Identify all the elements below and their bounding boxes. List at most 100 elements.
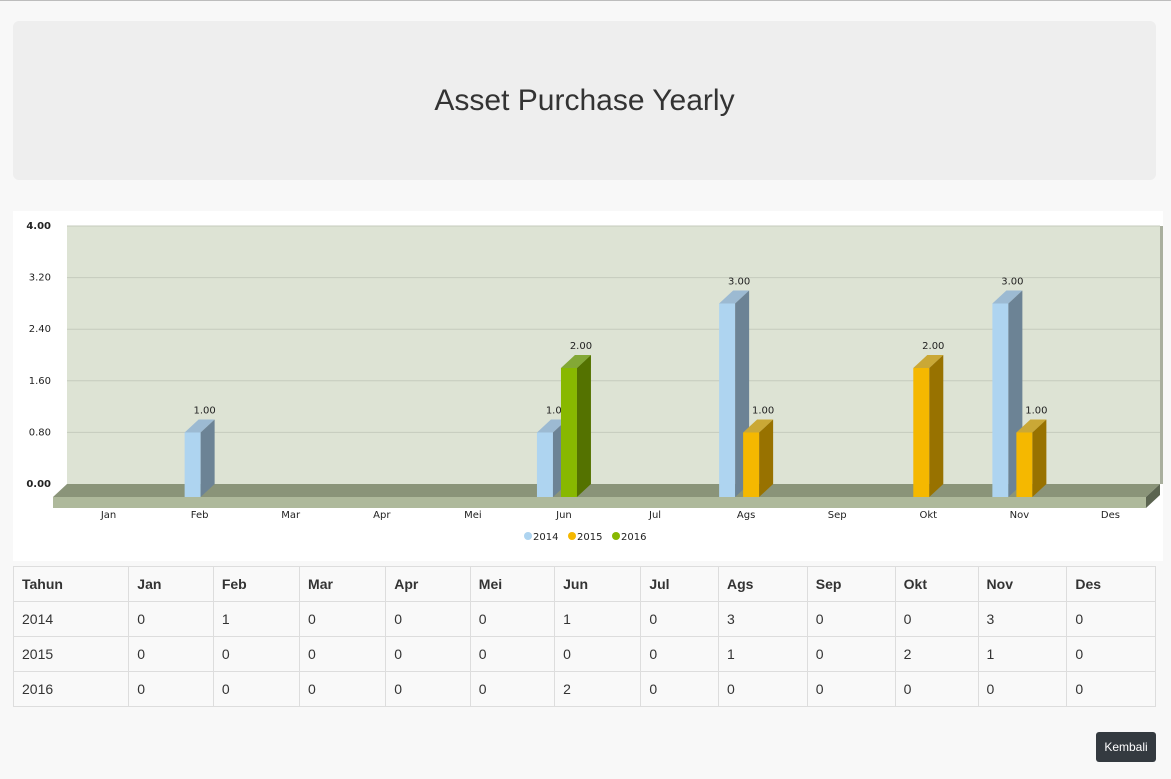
table-header-nov: Nov (977, 566, 1068, 602)
table-cell: 0 (1066, 601, 1156, 637)
bar-2014-feb (184, 432, 201, 497)
table-cell: 0 (469, 671, 556, 707)
bar-side-face (200, 419, 215, 497)
bar-2014-jun (536, 432, 553, 497)
table-cell: 0 (385, 671, 471, 707)
table-cell: 0 (640, 601, 719, 637)
table-cell: 0 (554, 636, 642, 672)
table-row: 2015 0 0 0 0 0 0 0 1 0 2 1 0 (12, 636, 1156, 672)
table-header-row: Tahun Jan Feb Mar Apr Mei Jun Jul Ags Sep Okt Nov De… (12, 566, 1156, 602)
table-cell: 3 (977, 601, 1068, 637)
table-header-jun: Jun (554, 566, 642, 602)
table-header-ags: Ags (717, 566, 808, 602)
data-label: 2.00 (922, 341, 944, 352)
bar-top-face (913, 355, 944, 368)
plot-floor-front (53, 497, 1146, 508)
table-header-mar: Mar (299, 566, 387, 602)
bar-top-face (1016, 419, 1047, 433)
table-header-jul: Jul (640, 566, 719, 602)
table-cell: 0 (717, 671, 808, 707)
table-cell: 2 (894, 636, 979, 672)
y-tick-label: 0.80 (29, 427, 51, 438)
table-cell: 0 (806, 671, 896, 707)
x-tick-label: Mar (281, 510, 301, 521)
table-header-okt: Okt (894, 566, 979, 602)
table-cell: 0 (299, 601, 387, 637)
data-label: 1.00 (546, 406, 568, 417)
table-cell: 0 (894, 601, 979, 637)
y-tick-label: 2.40 (29, 324, 51, 335)
bar-2015-ags (743, 432, 760, 497)
table-cell: 0 (977, 671, 1068, 707)
data-label: 3.00 (1001, 277, 1023, 288)
data-label: 1.00 (752, 406, 774, 417)
page-title: Asset Purchase Yearly (434, 83, 735, 117)
back-button[interactable]: Kembali (1096, 732, 1156, 762)
table-cell: 0 (640, 636, 719, 672)
x-tick-label: Mei (464, 510, 482, 521)
chart-container: 0.00 0.80 1.60 2.40 3.20 4.00 Jan Feb 1.00 Mar Apr… (13, 211, 1163, 561)
table-cell: 0 (469, 636, 556, 672)
table-header-sep: Sep (806, 566, 896, 602)
table-cell: 0 (128, 671, 214, 707)
table-cell: 0 (212, 636, 301, 672)
table-cell: 0 (469, 601, 556, 637)
table-header-tahun: Tahun (12, 566, 130, 602)
plot-right-edge (1160, 226, 1163, 484)
bar-top-face (743, 419, 774, 433)
x-tick-label: Jan (100, 510, 116, 521)
y-tick-label: 3.20 (29, 273, 51, 284)
bar-top-face (560, 355, 591, 368)
table-cell: 0 (1066, 671, 1156, 707)
legend-marker-2014 (524, 532, 532, 540)
x-tick-label: Nov (1010, 510, 1030, 521)
table-cell: 3 (717, 601, 808, 637)
table-header-apr: Apr (385, 566, 471, 602)
y-tick-label: 4.00 (26, 221, 51, 232)
table-cell: 2016 (12, 671, 130, 707)
table-row: 2016 0 0 0 0 0 2 0 0 0 0 0 0 (12, 671, 1156, 707)
x-tick-label: Sep (828, 510, 847, 521)
legend-marker-2015 (568, 532, 576, 540)
table-cell: 2 (554, 671, 642, 707)
table-cell: 0 (806, 636, 896, 672)
table-row: 2014 0 1 0 0 0 1 0 3 0 0 3 0 (12, 601, 1156, 637)
x-tick-label: Apr (373, 510, 391, 521)
plot-floor-top (53, 484, 1160, 497)
table-cell: 0 (299, 671, 387, 707)
bar-side-face (929, 355, 944, 497)
table-header-jan: Jan (128, 566, 214, 602)
table-cell: 0 (212, 671, 301, 707)
data-label: 1.00 (193, 406, 215, 417)
table-cell: 1 (212, 601, 301, 637)
table-header-feb: Feb (212, 566, 301, 602)
bar-2014-nov (992, 303, 1009, 497)
table-cell: 0 (128, 636, 214, 672)
table-cell: 0 (806, 601, 896, 637)
table-header-mei: Mei (469, 566, 556, 602)
data-label: 1.00 (1025, 406, 1047, 417)
table-cell: 0 (385, 636, 471, 672)
table-cell: 2015 (12, 636, 130, 672)
plot-floor-side (1146, 484, 1160, 508)
table-cell: 0 (640, 671, 719, 707)
bar-top-face (536, 419, 567, 433)
legend-label: 2015 (577, 532, 602, 543)
legend-marker-2016 (612, 532, 620, 540)
bar-2015-nov (1016, 432, 1033, 497)
bar-chart: 0.00 0.80 1.60 2.40 3.20 4.00 Jan Feb 1.00 Mar Apr… (26, 221, 1163, 543)
data-label: 2.00 (570, 341, 592, 352)
table-cell: 1 (717, 636, 808, 672)
plot-back-wall (67, 226, 1160, 484)
x-tick-label: Jul (648, 510, 661, 521)
x-tick-label: Okt (919, 510, 937, 521)
y-tick-label: 1.60 (29, 376, 51, 387)
table-cell: 0 (894, 671, 979, 707)
bar-side-face (576, 355, 591, 497)
bar-side-face (759, 419, 774, 497)
table-cell: 1 (554, 601, 642, 637)
bar-top-face (184, 419, 215, 433)
bar-2015-okt (913, 368, 930, 497)
table-cell: 1 (977, 636, 1068, 672)
data-label: 3.00 (728, 277, 750, 288)
